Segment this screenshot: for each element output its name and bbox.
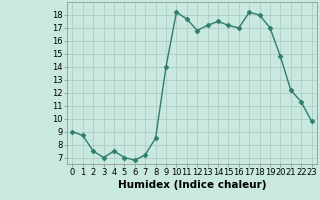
X-axis label: Humidex (Indice chaleur): Humidex (Indice chaleur) bbox=[118, 180, 266, 190]
